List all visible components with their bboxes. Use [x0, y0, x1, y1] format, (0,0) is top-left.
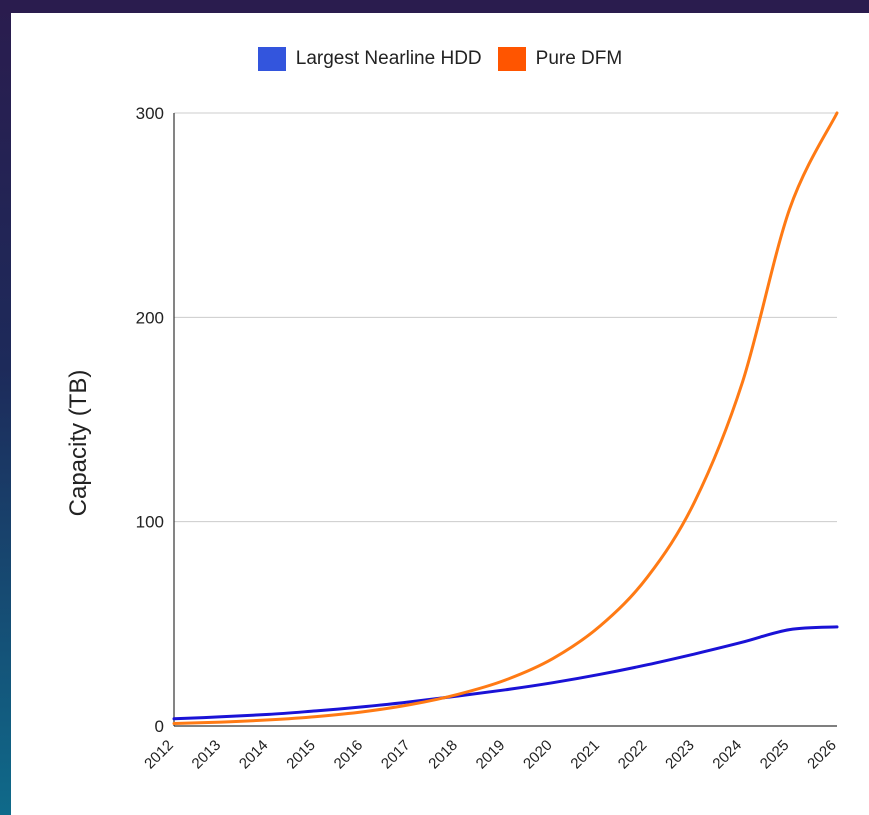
- series-line-largest-nearline-hdd: [172, 625, 839, 721]
- x-tick-label-2012: 2012: [141, 737, 177, 773]
- x-tick-label-2023: 2023: [662, 737, 698, 773]
- x-tick-label-2021: 2021: [567, 737, 603, 773]
- plot-area: 0 100 200 300 2012 2013 2014 2015 2016 2017 2018 20…: [136, 104, 840, 773]
- legend-label-dfm: Pure DFM: [535, 48, 623, 69]
- x-tick-label-2013: 2013: [189, 737, 225, 773]
- x-tick-label-2024: 2024: [709, 737, 745, 773]
- legend-swatch-hdd: [257, 47, 286, 71]
- legend-item-hdd: Largest Nearline HDD: [257, 47, 482, 71]
- y-tick-label-0: 0: [155, 717, 164, 736]
- legend: Largest Nearline HDD Pure DFM: [11, 47, 869, 71]
- series-line-pure-dfm: [172, 111, 839, 725]
- legend-label-hdd: Largest Nearline HDD: [295, 48, 482, 69]
- x-tick-label-2017: 2017: [378, 737, 414, 773]
- x-tick-label-2014: 2014: [236, 737, 272, 773]
- x-tick-label-2025: 2025: [757, 737, 793, 773]
- x-tick-label-2015: 2015: [283, 737, 319, 773]
- y-tick-label-200: 200: [136, 308, 164, 327]
- x-tick-label-2022: 2022: [615, 737, 651, 773]
- chart-card: Largest Nearline HDD Pure DFM Capacity (…: [11, 13, 869, 815]
- x-tick-label-2019: 2019: [473, 737, 509, 773]
- x-tick-label-2016: 2016: [331, 737, 367, 773]
- y-tick-label-100: 100: [136, 513, 164, 532]
- x-tick-label-2020: 2020: [520, 737, 556, 773]
- legend-swatch-dfm: [497, 47, 526, 71]
- x-tick-label-2026: 2026: [804, 737, 840, 773]
- legend-item-dfm: Pure DFM: [497, 47, 623, 71]
- x-tick-label-2018: 2018: [425, 737, 461, 773]
- y-tick-label-300: 300: [136, 104, 164, 123]
